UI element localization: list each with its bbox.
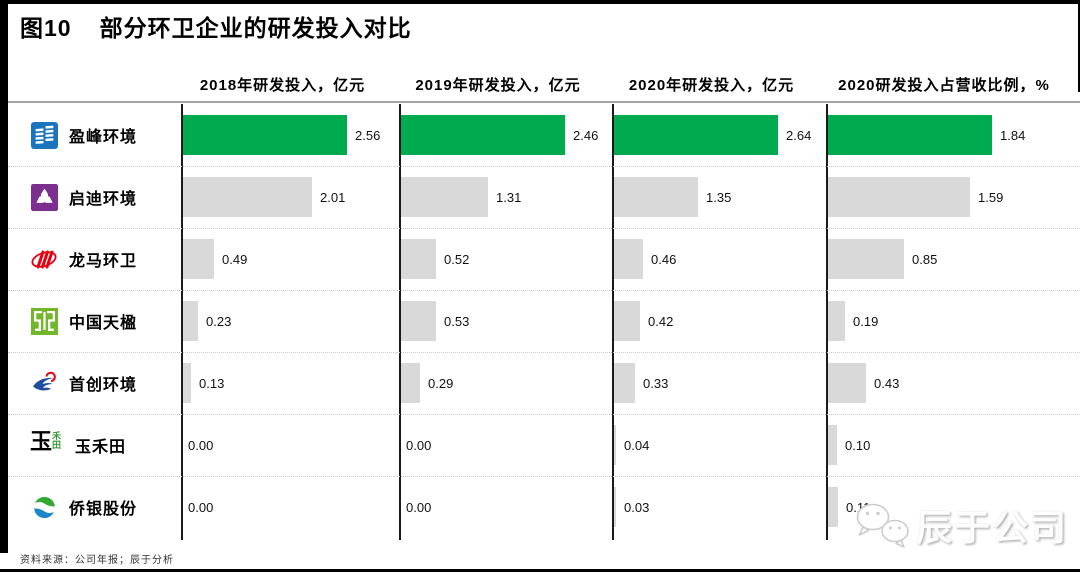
- row-separator: [8, 476, 1080, 477]
- bar-value-label: 0.00: [188, 499, 214, 515]
- tianying-logo-icon: [30, 307, 58, 335]
- bar-value-label: 1.84: [1000, 127, 1026, 143]
- frame-rule-top: [0, 0, 1080, 4]
- frame-rule-left: [0, 0, 8, 553]
- bar-value-label: 0.00: [406, 437, 432, 453]
- company-row-label: 龙马环卫: [8, 228, 181, 290]
- wechat-icon: [856, 503, 909, 548]
- column-header: 2018年研发投入，亿元: [199, 77, 366, 94]
- bar: [183, 177, 312, 217]
- bar: [401, 363, 420, 403]
- bar-value-label: 0.43: [874, 375, 900, 391]
- bar: [183, 363, 191, 403]
- bar-value-label: 2.64: [786, 127, 812, 143]
- bar-value-label: 2.01: [320, 189, 346, 205]
- bar-value-label: 0.29: [428, 375, 454, 391]
- bar: [614, 487, 616, 527]
- company-name: 龙马环卫: [69, 253, 138, 270]
- frame-rule-bottom: [0, 569, 1080, 572]
- bar: [828, 487, 838, 527]
- source-note: 资料来源：公司年报；辰于分析: [20, 555, 174, 566]
- figure-title-row: 图10 部分环卫企业的研发投入对比: [20, 9, 412, 43]
- bar-value-label: 0.49: [222, 251, 248, 267]
- bar: [828, 177, 970, 217]
- bar-value-label: 0.00: [406, 499, 432, 515]
- bar-value-label: 0.85: [912, 251, 938, 267]
- qiaoyin-logo-icon: [30, 493, 58, 521]
- row-separator: [8, 166, 1080, 167]
- company-row-label: 中国天楹: [8, 290, 181, 352]
- bar: [614, 115, 778, 155]
- bar: [183, 239, 214, 279]
- bar-value-label: 2.46: [573, 127, 599, 143]
- bar: [401, 177, 488, 217]
- bar-value-label: 2.56: [355, 127, 381, 143]
- bar: [401, 115, 565, 155]
- bar-value-label: 0.52: [444, 251, 470, 267]
- bar-value-label: 0.19: [853, 313, 879, 329]
- column-header: 2019年研发投入，亿元: [415, 77, 581, 94]
- shouchuang-logo-icon: [30, 369, 58, 397]
- company-name: 中国天楹: [69, 315, 138, 332]
- axis-line: [826, 104, 828, 540]
- bar-value-label: 0.13: [199, 375, 225, 391]
- bar-value-label: 0.03: [624, 499, 650, 515]
- watermark-text: 辰于公司: [915, 507, 1068, 548]
- column-header: 2020年研发投入，亿元: [628, 77, 795, 94]
- bar-value-label: 0.33: [643, 375, 669, 391]
- bar-value-label: 0.04: [624, 437, 650, 453]
- bar: [828, 425, 837, 465]
- bar: [828, 363, 866, 403]
- company-name: 玉禾田: [75, 439, 127, 456]
- bar: [828, 239, 904, 279]
- figure-number: 图10: [20, 15, 72, 41]
- company-name: 侨银股份: [69, 501, 138, 518]
- bar-value-label: 1.31: [496, 189, 522, 205]
- bar-value-label: 0.42: [648, 313, 674, 329]
- row-separator: [8, 290, 1080, 291]
- bar: [401, 239, 436, 279]
- axis-line: [612, 104, 614, 540]
- header-underline: [8, 101, 1080, 103]
- bar: [828, 301, 845, 341]
- bar: [828, 115, 992, 155]
- row-separator: [8, 352, 1080, 353]
- column-header: 2020研发投入占营收比例，%: [838, 77, 1050, 94]
- company-row-label: 盈峰环境: [8, 104, 181, 166]
- bar-value-label: 0.53: [444, 313, 470, 329]
- company-row-label: 侨银股份: [8, 476, 181, 538]
- bar-value-label: 1.35: [706, 189, 732, 205]
- company-row-label: 启迪环境: [8, 166, 181, 228]
- bar: [614, 301, 640, 341]
- page-title: 部分环卫企业的研发投入对比: [99, 15, 412, 41]
- bar: [614, 363, 635, 403]
- company-row-label: 首创环境: [8, 352, 181, 414]
- company-name: 启迪环境: [69, 191, 138, 208]
- watermark: 辰于公司: [854, 499, 1068, 551]
- bar: [401, 301, 436, 341]
- company-name: 首创环境: [69, 377, 138, 394]
- bar: [614, 239, 643, 279]
- bar: [183, 301, 198, 341]
- longma-logo-icon: [30, 245, 58, 273]
- axis-line: [399, 104, 401, 540]
- bar-value-label: 0.00: [188, 437, 214, 453]
- bar-value-label: 1.59: [978, 189, 1004, 205]
- bar: [614, 177, 698, 217]
- row-separator: [8, 414, 1080, 415]
- company-name: 盈峰环境: [69, 129, 138, 146]
- bar-value-label: 0.46: [651, 251, 677, 267]
- bar: [183, 115, 347, 155]
- bar-value-label: 0.10: [845, 437, 871, 453]
- bar-value-label: 0.23: [206, 313, 232, 329]
- frame-rule-right: [1078, 0, 1080, 92]
- row-separator: [8, 228, 1080, 229]
- yuhetian-logo-icon: 玉禾田: [30, 429, 62, 454]
- bar: [614, 425, 616, 465]
- axis-line: [181, 104, 183, 540]
- qidi-logo-icon: [30, 183, 58, 211]
- yingfeng-logo-icon: [30, 121, 58, 149]
- company-row-label: 玉禾田 玉禾田: [8, 414, 181, 476]
